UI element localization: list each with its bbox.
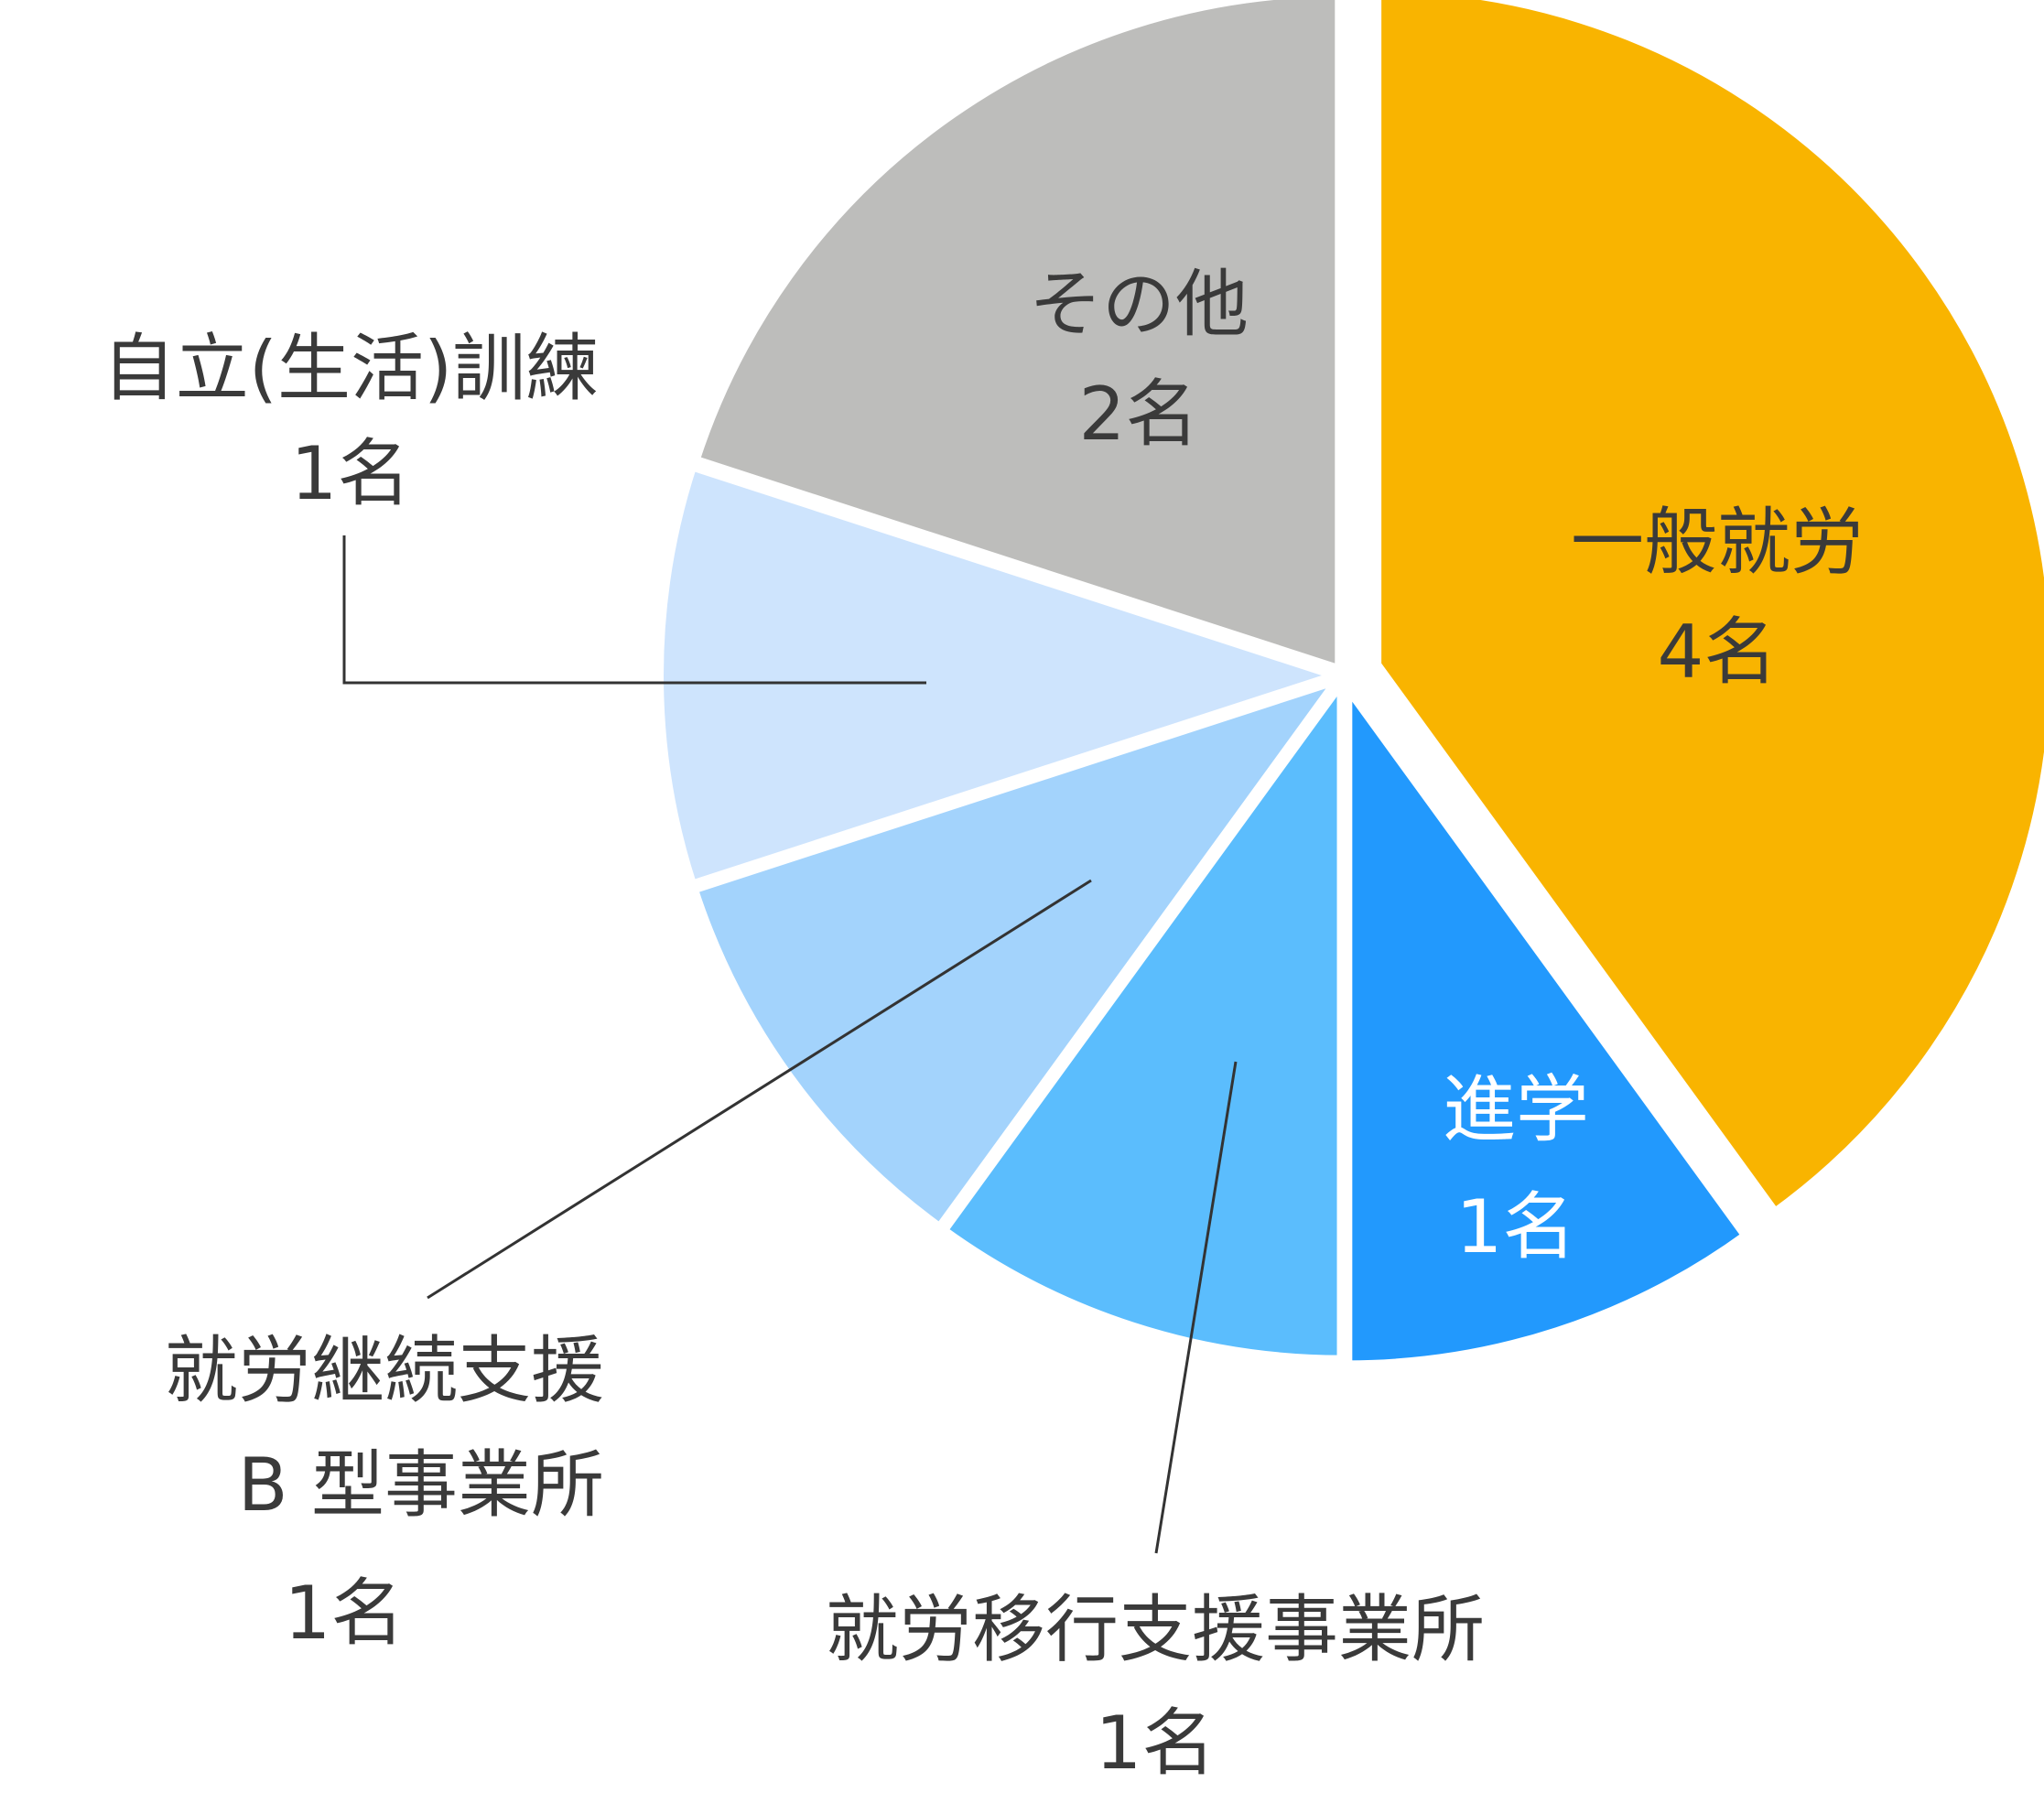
slice-value-2: 1名 bbox=[1456, 1184, 1576, 1269]
leader-line-5 bbox=[342, 535, 926, 685]
pie-slice-3 bbox=[938, 677, 1346, 1365]
pie-slice-4 bbox=[688, 675, 1343, 1233]
pie-slice-1 bbox=[1372, 0, 2044, 1217]
slice-label-6: その他 bbox=[1029, 262, 1249, 347]
leader-line-3 bbox=[1154, 1061, 1238, 1554]
leader-lines bbox=[342, 535, 1238, 1554]
slice-label-2: 進学 bbox=[1443, 1067, 1589, 1152]
slice-value-1: 4名 bbox=[1658, 610, 1778, 695]
slice-value-6: 2名 bbox=[1079, 372, 1199, 457]
pie-slice-6 bbox=[690, 0, 1345, 675]
slice-label-5: 自立(生活)訓練 bbox=[103, 326, 599, 411]
pie-slice-5 bbox=[654, 461, 1341, 890]
slice-value-5: 1名 bbox=[291, 431, 411, 516]
slice-value-4: 1名 bbox=[285, 1571, 405, 1656]
leader-line-4 bbox=[427, 879, 1092, 1300]
pie-slices bbox=[654, 0, 2044, 1370]
slice-label-4: 就労継続支援 B 型事業所 bbox=[165, 1328, 604, 1528]
slice-label-3: 就労移行支援事業所 bbox=[826, 1587, 1485, 1672]
slice-value-3: 1名 bbox=[1096, 1701, 1216, 1786]
pie-slice-2 bbox=[1343, 683, 1751, 1370]
slice-label-1: 一般就労 bbox=[1571, 500, 1864, 585]
